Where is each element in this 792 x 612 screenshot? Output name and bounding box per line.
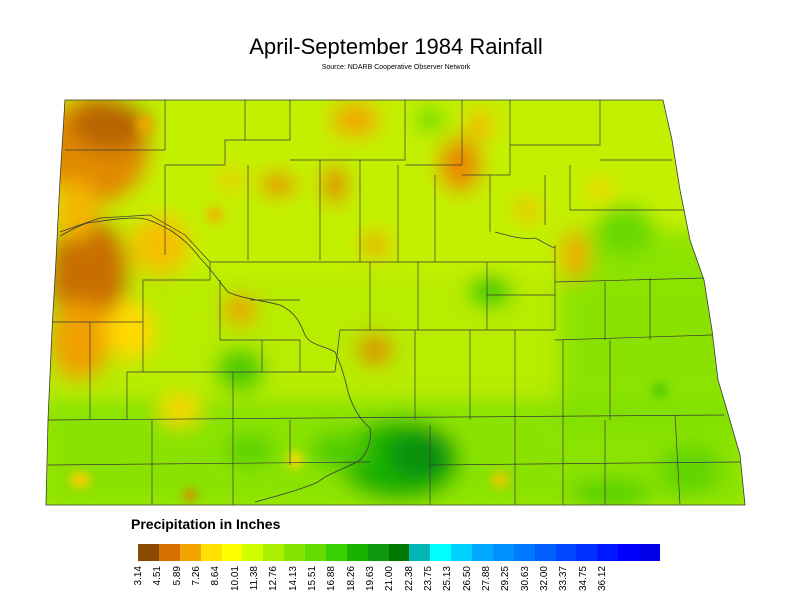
colorbar-swatch [472, 544, 493, 561]
colorbar-swatch [367, 544, 389, 561]
legend-tick-label: 32.00 [538, 566, 550, 592]
legend-tick-label: 27.88 [480, 566, 492, 592]
legend-title: Precipitation in Inches [131, 516, 281, 532]
colorbar-swatch [242, 544, 264, 561]
state-outline [45, 99, 746, 506]
colorbar-swatch [388, 544, 410, 561]
legend-tick-label: 3.14 [133, 566, 144, 586]
colorbar-swatch [158, 544, 180, 561]
colorbar-swatch [221, 544, 243, 561]
legend-tick-label: 4.51 [152, 566, 164, 586]
legend-tick-label: 33.37 [558, 566, 570, 592]
legend-tick-label: 11.38 [248, 566, 260, 591]
sheyenne-river [494, 231, 556, 249]
colorbar-swatch [179, 544, 201, 561]
colorbar-swatch [555, 544, 577, 561]
legend-tick-label: 25.13 [442, 566, 454, 592]
legend-tick-label: 36.12 [596, 566, 608, 592]
colorbar-swatch [263, 544, 285, 561]
legend-tick-label: 19.63 [364, 566, 376, 592]
legend-tick-label: 7.26 [190, 566, 202, 586]
colorbar-swatch [639, 544, 660, 561]
colorbar-swatch [576, 544, 598, 561]
colorbar-swatch [597, 544, 619, 561]
colorbar-swatch [409, 544, 431, 561]
colorbar-swatch [284, 544, 305, 561]
legend-colorbar [138, 544, 660, 561]
legend-tick-label: 8.64 [210, 566, 222, 586]
legend-tick-label: 23.75 [422, 566, 434, 592]
legend-tick-label: 21.00 [384, 566, 396, 592]
colorbar-swatch [534, 544, 556, 561]
legend-tick-label: 22.38 [403, 566, 415, 592]
legend-tick-label: 16.88 [326, 566, 338, 592]
colorbar-swatch [618, 544, 639, 561]
legend-tick-label: 5.89 [171, 566, 183, 586]
colorbar-swatch [513, 544, 535, 561]
colorbar-swatch [346, 544, 368, 561]
colorbar-swatch [138, 544, 159, 561]
colorbar-swatch [492, 544, 514, 561]
legend-tick-label: 30.63 [519, 566, 531, 592]
legend-tick-label: 12.76 [268, 566, 280, 592]
colorbar-swatch [325, 544, 347, 561]
missouri-river [59, 217, 371, 503]
colorbar-swatch [305, 544, 326, 561]
legend-tick-label: 15.51 [306, 566, 318, 592]
legend-tick-label: 14.13 [287, 566, 299, 592]
colorbar-swatch [430, 544, 452, 561]
legend-tick-label: 26.50 [461, 566, 473, 592]
county-boundaries [47, 100, 741, 505]
map-source: Source: NDARB Cooperative Observer Netwo… [321, 64, 471, 71]
legend-tick-label: 18.26 [345, 566, 357, 592]
colorbar-swatch [200, 544, 222, 561]
map-title: April-September 1984 Rainfall [249, 34, 543, 59]
legend-tick-label: 10.01 [229, 566, 241, 592]
legend-tick-label: 29.25 [500, 566, 512, 592]
colorbar-swatch [451, 544, 472, 561]
legend-tick-label: 34.75 [577, 566, 589, 592]
